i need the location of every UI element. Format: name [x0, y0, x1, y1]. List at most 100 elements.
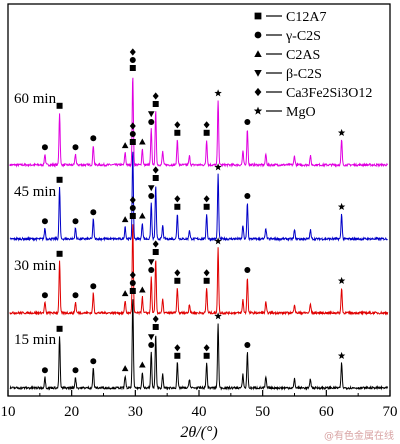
peak-marker-star [337, 202, 346, 210]
peak-marker-square [203, 129, 210, 136]
peak-marker-circle [41, 218, 48, 225]
peak-marker-diamond [152, 166, 159, 174]
series-label: 60 min [14, 91, 57, 107]
peak-marker-circle [148, 342, 155, 348]
peak-marker-triangle-up [121, 216, 129, 223]
series-line [9, 299, 389, 391]
peak-marker-diamond [174, 121, 181, 129]
legend-symbol-diamond [254, 87, 262, 97]
peak-marker-circle [72, 144, 79, 151]
x-axis-label: 2θ/(°) [180, 424, 217, 441]
peak-marker-diamond [129, 122, 136, 130]
peak-marker-triangle-up [121, 365, 129, 372]
x-tick-label: 50 [255, 404, 270, 420]
peak-marker-circle [244, 342, 251, 348]
peak-marker-circle [129, 280, 136, 286]
peak-marker-diamond [174, 344, 181, 352]
peak-marker-square [56, 250, 63, 257]
peak-marker-triangle-up [121, 142, 129, 149]
legend-label: C12A7 [286, 10, 326, 25]
peak-marker-square [56, 102, 63, 109]
peak-marker-square [129, 139, 136, 145]
peak-marker-diamond [152, 240, 159, 248]
peak-marker-star [214, 163, 222, 171]
x-tick-label: 10 [1, 404, 16, 420]
legend-label: Ca3Fe2Si3O12 [286, 86, 372, 101]
peak-marker-circle [41, 292, 48, 299]
peak-marker-square [174, 352, 181, 359]
peak-marker-circle [72, 367, 79, 374]
peak-marker-diamond [129, 271, 136, 279]
peak-marker-square [174, 203, 181, 210]
peak-marker-circle [129, 205, 136, 211]
peak-marker-star [214, 89, 222, 97]
peak-marker-square [152, 249, 159, 255]
peak-marker-triangle-down [147, 259, 155, 266]
peak-marker-diamond [174, 269, 181, 277]
peak-marker-circle [129, 57, 136, 63]
peak-marker-circle [90, 358, 97, 365]
peak-marker-circle [41, 367, 48, 374]
peak-marker-square [174, 129, 181, 136]
peak-marker-triangle-down [147, 334, 155, 341]
peak-marker-square [203, 203, 210, 210]
peak-marker-circle [90, 283, 97, 290]
peak-marker-diamond [129, 48, 136, 56]
legend-label: β-C2S [286, 67, 322, 82]
peak-marker-circle [90, 135, 97, 142]
peak-marker-star [337, 351, 346, 359]
peak-marker-circle [244, 267, 251, 273]
peak-marker-triangle-up [139, 286, 146, 293]
peak-marker-square [152, 101, 159, 107]
series-label: 45 min [14, 184, 57, 200]
peak-marker-circle [90, 209, 97, 216]
peak-marker-diamond [203, 269, 210, 277]
peak-marker-square [152, 175, 159, 181]
legend-symbol-star [253, 106, 263, 115]
x-tick-label: 70 [383, 404, 398, 420]
peak-marker-diamond [174, 195, 181, 203]
x-tick-label: 30 [128, 404, 143, 420]
peak-marker-diamond [203, 121, 210, 129]
series-label: 30 min [14, 258, 57, 274]
legend-label: C2AS [286, 48, 320, 63]
plot-frame [7, 3, 391, 397]
series-line [9, 151, 388, 242]
x-tick-label: 60 [319, 404, 334, 420]
legend-symbol-triangle-down [254, 69, 262, 77]
peak-marker-triangle-down [147, 111, 155, 118]
x-tick-label: 20 [64, 404, 79, 420]
legend-symbol-circle [254, 31, 262, 39]
peak-marker-triangle-up [139, 138, 146, 145]
peak-marker-diamond [152, 92, 159, 100]
peak-marker-circle [148, 193, 155, 199]
series-line [9, 224, 389, 316]
peak-marker-square [203, 277, 210, 284]
watermark: @有色金属在线 [324, 431, 394, 442]
peak-marker-circle [72, 218, 79, 225]
peak-marker-triangle-up [139, 361, 146, 368]
series-label: 15 min [14, 332, 57, 348]
peak-marker-square [129, 65, 136, 71]
peak-marker-square [56, 325, 63, 332]
peak-marker-diamond [203, 344, 210, 352]
peak-marker-triangle-up [121, 290, 129, 297]
peak-marker-circle [244, 193, 251, 199]
peak-marker-circle [148, 119, 155, 125]
peak-marker-square [56, 176, 63, 183]
peak-marker-star [214, 312, 222, 320]
peak-marker-circle [129, 131, 136, 137]
peak-marker-circle [72, 292, 79, 299]
peak-marker-triangle-down [147, 185, 155, 192]
peak-marker-circle [148, 267, 155, 273]
peak-marker-triangle-up [139, 212, 146, 219]
legend-symbol-square [254, 12, 262, 20]
peak-marker-diamond [203, 195, 210, 203]
peak-marker-circle [244, 119, 251, 125]
legend-label: γ-C2S [285, 29, 321, 44]
peak-marker-star [214, 237, 222, 245]
peak-marker-diamond [129, 196, 136, 204]
peak-marker-square [152, 324, 159, 330]
peak-marker-square [129, 288, 136, 294]
